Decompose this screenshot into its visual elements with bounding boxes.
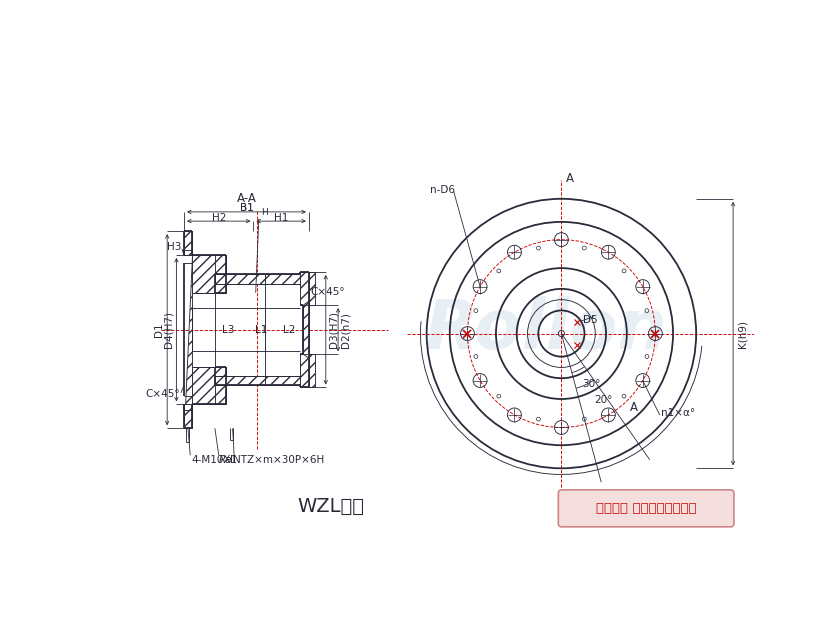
Polygon shape bbox=[184, 231, 192, 428]
FancyBboxPatch shape bbox=[559, 490, 734, 527]
Text: INTZ×m×30P×6H: INTZ×m×30P×6H bbox=[230, 455, 324, 465]
Polygon shape bbox=[215, 385, 227, 404]
Text: n-D6: n-D6 bbox=[429, 185, 454, 195]
Polygon shape bbox=[215, 376, 300, 385]
Text: D2(h7): D2(h7) bbox=[341, 312, 351, 348]
Text: n1×α°: n1×α° bbox=[661, 408, 696, 418]
Text: L2: L2 bbox=[283, 324, 296, 335]
Text: L1: L1 bbox=[255, 324, 267, 335]
Polygon shape bbox=[184, 231, 192, 255]
Polygon shape bbox=[192, 255, 227, 293]
Text: Ra: Ra bbox=[218, 455, 233, 465]
Text: WZL系列: WZL系列 bbox=[297, 497, 364, 517]
Text: B1: B1 bbox=[239, 203, 254, 213]
Text: A: A bbox=[566, 491, 574, 504]
Text: 版权所有 侵权必被严厉追究: 版权所有 侵权必被严厉追究 bbox=[596, 502, 696, 515]
Text: D1: D1 bbox=[155, 323, 165, 337]
Text: H3: H3 bbox=[166, 243, 181, 252]
Polygon shape bbox=[192, 367, 227, 404]
Text: A: A bbox=[630, 401, 638, 414]
Polygon shape bbox=[215, 255, 227, 274]
Text: L3: L3 bbox=[222, 324, 234, 335]
Text: H: H bbox=[261, 209, 268, 217]
Text: K(h9): K(h9) bbox=[738, 319, 748, 348]
Text: D3(H7): D3(H7) bbox=[328, 311, 339, 348]
Text: D4(H7): D4(H7) bbox=[164, 311, 174, 348]
Polygon shape bbox=[215, 274, 300, 284]
Text: Rollon: Rollon bbox=[425, 296, 667, 364]
Text: D5: D5 bbox=[583, 315, 597, 324]
Text: 4-M10X1: 4-M10X1 bbox=[192, 455, 238, 465]
Polygon shape bbox=[300, 354, 315, 387]
Text: 20°: 20° bbox=[594, 396, 612, 406]
Polygon shape bbox=[300, 272, 309, 387]
Text: H1: H1 bbox=[274, 213, 288, 223]
Text: H2: H2 bbox=[212, 213, 226, 223]
Polygon shape bbox=[184, 404, 192, 428]
Polygon shape bbox=[300, 272, 315, 305]
Text: B1: B1 bbox=[239, 203, 254, 213]
Text: 30°: 30° bbox=[582, 379, 601, 389]
Text: C×45°: C×45° bbox=[145, 389, 181, 399]
Polygon shape bbox=[184, 231, 192, 255]
Text: A-A: A-A bbox=[237, 192, 256, 205]
Polygon shape bbox=[184, 404, 192, 428]
Text: C×45°: C×45° bbox=[311, 287, 345, 297]
Text: A: A bbox=[566, 171, 574, 185]
